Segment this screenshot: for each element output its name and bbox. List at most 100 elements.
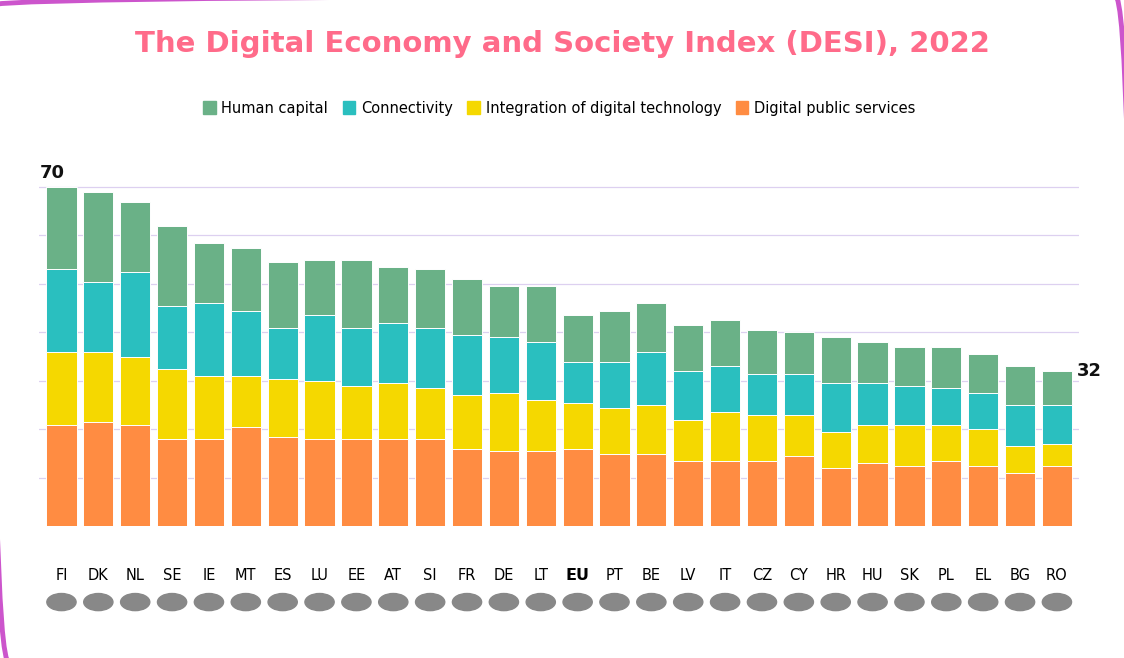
Bar [931, 461, 961, 526]
Bar [599, 361, 629, 407]
Bar [120, 201, 151, 272]
Bar [636, 352, 667, 405]
Bar [120, 424, 151, 526]
Bar [342, 328, 372, 386]
Bar [783, 374, 814, 415]
Bar [746, 461, 777, 526]
Bar [452, 279, 482, 335]
Bar [1005, 405, 1035, 446]
Bar [783, 332, 814, 374]
Bar [1042, 444, 1072, 466]
Bar [968, 354, 998, 393]
Bar [157, 439, 188, 526]
Bar [783, 456, 814, 526]
Bar [858, 342, 888, 384]
Bar [562, 449, 592, 526]
Bar [858, 463, 888, 526]
Bar [83, 192, 114, 282]
Bar [858, 384, 888, 424]
Bar [452, 395, 482, 449]
Bar [268, 378, 298, 437]
Bar [673, 371, 704, 420]
Bar [968, 393, 998, 430]
Bar [489, 393, 519, 451]
Bar [968, 466, 998, 526]
Bar [378, 323, 408, 384]
Bar [746, 374, 777, 415]
Bar [83, 352, 114, 422]
Bar [599, 311, 629, 361]
Bar [120, 272, 151, 357]
Bar [193, 303, 224, 376]
Bar [268, 437, 298, 526]
Bar [157, 369, 188, 439]
Bar [452, 335, 482, 395]
Bar [636, 453, 667, 526]
Bar [1042, 405, 1072, 444]
Bar [931, 424, 961, 461]
Bar [268, 262, 298, 328]
Bar [452, 449, 482, 526]
Bar [673, 325, 704, 371]
Bar [599, 407, 629, 453]
Bar [193, 439, 224, 526]
Legend: Human capital, Connectivity, Integration of digital technology, Digital public s: Human capital, Connectivity, Integration… [197, 95, 922, 122]
Bar [415, 328, 445, 388]
Bar [599, 453, 629, 526]
Bar [378, 439, 408, 526]
Bar [636, 303, 667, 352]
Bar [342, 439, 372, 526]
Bar [858, 424, 888, 463]
Bar [230, 427, 261, 526]
Bar [783, 415, 814, 456]
Bar [305, 260, 335, 315]
Bar [895, 347, 925, 386]
Bar [710, 367, 741, 413]
Bar [305, 381, 335, 439]
Bar [415, 269, 445, 328]
Bar [157, 306, 188, 369]
Bar [526, 451, 556, 526]
Bar [342, 260, 372, 328]
Bar [415, 439, 445, 526]
Bar [46, 352, 76, 424]
Bar [489, 338, 519, 393]
Bar [1042, 466, 1072, 526]
Bar [120, 357, 151, 424]
Bar [342, 386, 372, 439]
Bar [305, 315, 335, 381]
Text: The Digital Economy and Society Index (DESI), 2022: The Digital Economy and Society Index (D… [135, 30, 989, 58]
Bar [636, 405, 667, 453]
Bar [526, 286, 556, 342]
Bar [46, 424, 76, 526]
Bar [968, 430, 998, 466]
Bar [193, 243, 224, 303]
Bar [378, 384, 408, 439]
Bar [821, 468, 851, 526]
Bar [415, 388, 445, 439]
Bar [193, 376, 224, 439]
Bar [673, 420, 704, 461]
Bar [710, 461, 741, 526]
Bar [821, 432, 851, 468]
Bar [230, 311, 261, 376]
Bar [746, 415, 777, 461]
Bar [710, 413, 741, 461]
Bar [230, 247, 261, 311]
Bar [931, 388, 961, 424]
Bar [710, 320, 741, 367]
Bar [46, 269, 76, 352]
Bar [821, 384, 851, 432]
Bar [378, 267, 408, 323]
Bar [1005, 473, 1035, 526]
Bar [526, 342, 556, 400]
Bar [746, 330, 777, 374]
Bar [931, 347, 961, 388]
Bar [305, 439, 335, 526]
Bar [526, 400, 556, 451]
Bar [895, 386, 925, 424]
Bar [46, 187, 76, 269]
Bar [562, 403, 592, 449]
Bar [1005, 446, 1035, 473]
Text: 70: 70 [39, 164, 64, 182]
